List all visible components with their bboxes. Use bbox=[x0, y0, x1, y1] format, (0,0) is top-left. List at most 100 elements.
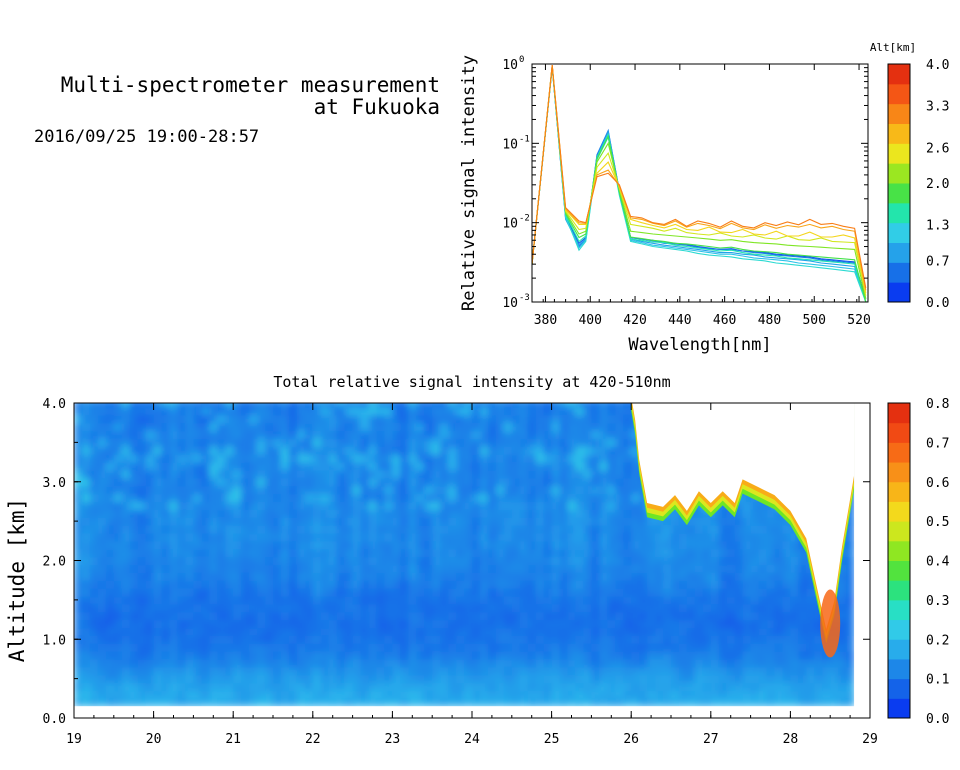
heatmap-cell bbox=[487, 674, 497, 684]
heatmap-cell bbox=[456, 682, 465, 692]
heatmap-cell bbox=[121, 627, 131, 636]
heatmap-cell bbox=[575, 438, 585, 447]
heatmap-cell bbox=[607, 540, 616, 550]
heatmap-cell bbox=[257, 493, 266, 503]
heatmap-cell bbox=[519, 485, 529, 495]
heatmap-cell bbox=[416, 556, 425, 566]
heatmap-cell bbox=[798, 611, 807, 621]
heatmap-cell bbox=[424, 690, 433, 699]
heatmap-cell bbox=[456, 698, 465, 707]
heatmap-cell bbox=[766, 564, 776, 573]
heatmap-cell bbox=[296, 682, 306, 692]
heatmap-cell bbox=[655, 556, 664, 566]
heatmap-cell bbox=[360, 501, 370, 510]
heatmap-cell bbox=[456, 635, 465, 644]
heatmap-cell bbox=[408, 572, 417, 581]
heatmap-cell bbox=[639, 572, 648, 581]
heatmap-cell bbox=[567, 658, 577, 668]
heatmap-cell bbox=[726, 627, 736, 636]
heatmap-cell bbox=[304, 454, 314, 463]
heatmap-cell bbox=[647, 682, 656, 692]
heatmap-cell bbox=[527, 532, 537, 542]
heatmap-cell bbox=[806, 643, 815, 652]
heatmap-cell bbox=[368, 595, 378, 605]
heatmap-cell bbox=[623, 580, 632, 589]
heatmap-cell bbox=[678, 517, 688, 526]
heatmap-cell bbox=[360, 525, 370, 534]
heatmap-cell bbox=[137, 556, 147, 566]
heatmap-cell bbox=[137, 485, 147, 495]
heatmap-cell bbox=[750, 611, 760, 621]
heatmap-cell bbox=[774, 643, 784, 652]
heatmap-cell bbox=[209, 698, 218, 707]
heatmap-cell bbox=[559, 509, 569, 518]
heatmap-cell bbox=[838, 674, 847, 684]
heatmap-cell bbox=[177, 403, 187, 408]
heatmap-cell bbox=[113, 611, 123, 621]
heatmap-cell bbox=[352, 666, 362, 676]
heatmap-y-tick-label: 1.0 bbox=[43, 633, 66, 648]
heatmap-cell bbox=[607, 517, 616, 526]
heatmap-cell bbox=[774, 564, 784, 573]
heatmap-cell bbox=[201, 403, 210, 408]
heatmap-cell bbox=[352, 611, 362, 621]
heatmap-cell bbox=[145, 588, 155, 597]
heatmap-cell bbox=[591, 627, 600, 636]
heatmap-cell bbox=[89, 619, 99, 629]
heatmap-cell bbox=[105, 627, 115, 636]
heatmap-cell bbox=[113, 462, 123, 471]
heatmap-cell bbox=[742, 556, 752, 566]
heatmap-cell bbox=[161, 517, 171, 526]
heatmap-cell bbox=[296, 485, 306, 495]
heatmap-cell bbox=[472, 588, 481, 597]
heatmap-cell bbox=[113, 651, 123, 660]
heatmap-cell bbox=[511, 651, 521, 660]
heatmap-cell bbox=[671, 595, 680, 605]
heatmap-cell bbox=[265, 446, 274, 455]
heatmap-cell bbox=[288, 619, 298, 629]
heatmap-cell bbox=[519, 580, 529, 589]
heatmap-cell bbox=[129, 603, 139, 613]
heatmap-cell bbox=[217, 414, 226, 424]
heatmap-cell bbox=[440, 454, 449, 463]
heatmap-cell bbox=[137, 493, 147, 503]
heatmap-cell bbox=[177, 462, 187, 471]
heatmap-cell bbox=[607, 643, 616, 652]
heatmap-cell bbox=[352, 595, 362, 605]
heatmap-cell bbox=[137, 438, 147, 447]
heatmap-cell bbox=[440, 517, 449, 526]
heatmap-cell bbox=[726, 643, 736, 652]
heatmap-cell bbox=[201, 454, 210, 463]
heatmap-cell bbox=[392, 501, 401, 510]
heatmap-cell bbox=[583, 690, 592, 699]
heatmap-cell bbox=[519, 422, 529, 432]
heatmap-cell bbox=[185, 674, 194, 684]
heatmap-cell bbox=[249, 674, 258, 684]
heatmap-cell bbox=[81, 414, 91, 424]
heatmap-cell bbox=[599, 501, 608, 510]
heatmap-cell bbox=[185, 698, 194, 707]
heatmap-cell bbox=[121, 619, 131, 629]
heatmap-cell bbox=[360, 430, 370, 440]
heatmap-cell bbox=[432, 627, 441, 636]
heatmap-cell bbox=[145, 619, 155, 629]
heatmap-cell bbox=[257, 682, 266, 692]
heatmap-cell bbox=[416, 595, 425, 605]
heatmap-cell bbox=[265, 627, 274, 636]
heatmap-cell bbox=[519, 414, 529, 424]
heatmap-cell bbox=[265, 690, 274, 699]
heatmap-cell bbox=[503, 635, 513, 644]
heatmap-cell bbox=[591, 532, 600, 542]
heatmap-cell bbox=[153, 548, 163, 558]
heatmap-cell bbox=[432, 446, 441, 455]
heatmap-cell bbox=[575, 509, 585, 518]
heatmap-cell bbox=[74, 690, 83, 699]
heatmap-cell bbox=[233, 509, 242, 518]
heatmap-cell bbox=[479, 485, 489, 495]
heatmap-cell bbox=[416, 540, 425, 550]
heatmap-cell bbox=[503, 485, 513, 495]
heatmap-cell bbox=[774, 611, 784, 621]
heatmap-cell bbox=[464, 414, 473, 424]
heatmap-cell bbox=[456, 406, 465, 416]
heatmap-cell bbox=[551, 485, 561, 495]
